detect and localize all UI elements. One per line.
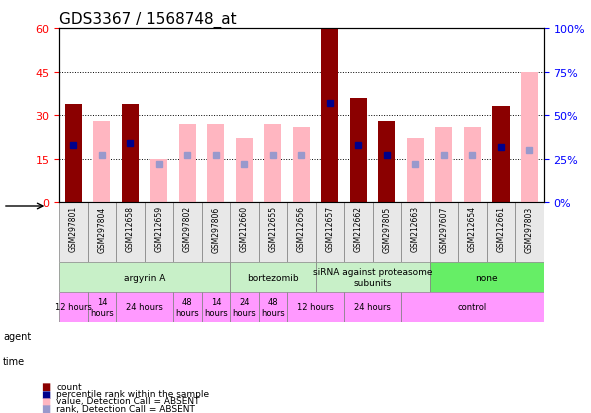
Bar [87,203,116,263]
Text: GSM212659: GSM212659 [154,206,163,252]
Bar [59,203,87,263]
Text: siRNA against proteasome
subunits: siRNA against proteasome subunits [313,268,433,287]
Text: 24
hours: 24 hours [232,297,256,317]
Bar [173,203,202,263]
Bar [287,203,316,263]
Text: control: control [458,303,487,312]
Bar [207,125,225,203]
Bar [87,292,116,322]
Bar [230,203,259,263]
Text: agent: agent [3,332,31,342]
Text: GSM297805: GSM297805 [382,206,391,252]
Bar [116,203,145,263]
Bar [287,292,344,322]
Bar [93,122,111,203]
Bar [236,139,253,203]
Bar [430,263,544,292]
Text: GSM212663: GSM212663 [411,206,420,252]
Bar [293,128,310,203]
Bar [316,203,344,263]
Text: 12 hours: 12 hours [55,303,92,312]
Text: ■: ■ [41,389,51,399]
Bar [401,292,544,322]
Bar [344,292,401,322]
Text: GSM297803: GSM297803 [525,206,534,252]
Text: rank, Detection Call = ABSENT: rank, Detection Call = ABSENT [56,404,195,413]
Bar [487,203,515,263]
Bar [344,203,373,263]
Text: GSM212654: GSM212654 [468,206,477,252]
Text: GSM212655: GSM212655 [268,206,277,252]
Bar [521,72,538,203]
Bar [65,104,82,203]
Bar [59,292,87,322]
Text: GSM297801: GSM297801 [69,206,78,252]
Bar [59,263,230,292]
Text: 14
hours: 14 hours [90,297,113,317]
Bar [145,203,173,263]
Bar [122,104,139,203]
Bar [407,139,424,203]
Bar [322,29,339,203]
Bar [464,128,481,203]
Text: GSM297802: GSM297802 [183,206,192,252]
Text: bortezomib: bortezomib [247,273,298,282]
Bar [173,292,202,322]
Text: GDS3367 / 1568748_at: GDS3367 / 1568748_at [59,12,237,28]
Bar [350,98,367,203]
Bar [202,292,230,322]
Text: GSM212657: GSM212657 [326,206,335,252]
Text: count: count [56,382,82,391]
Text: GSM212661: GSM212661 [496,206,505,252]
Text: argyrin A: argyrin A [124,273,165,282]
Bar [492,107,509,203]
Text: time: time [3,356,25,366]
Bar [150,159,167,203]
Bar [259,292,287,322]
Bar [179,125,196,203]
Text: GSM297607: GSM297607 [440,206,449,252]
Text: GSM297806: GSM297806 [212,206,220,252]
Text: none: none [475,273,498,282]
Text: 14
hours: 14 hours [204,297,228,317]
Text: 12 hours: 12 hours [297,303,334,312]
Bar [116,292,173,322]
Text: GSM297804: GSM297804 [98,206,106,252]
Bar [436,128,453,203]
Bar [230,263,316,292]
Text: ■: ■ [41,404,51,413]
Text: 48
hours: 48 hours [261,297,285,317]
Text: GSM212656: GSM212656 [297,206,306,252]
Text: GSM212658: GSM212658 [126,206,135,252]
Bar [515,203,544,263]
Bar [230,292,259,322]
Text: ■: ■ [41,396,51,406]
Bar [202,203,230,263]
Bar [373,203,401,263]
Bar [458,203,487,263]
Text: 24 hours: 24 hours [126,303,163,312]
Bar [264,125,281,203]
Bar [316,263,430,292]
Text: 24 hours: 24 hours [354,303,391,312]
Bar [430,203,458,263]
Text: GSM212662: GSM212662 [354,206,363,252]
Text: 48
hours: 48 hours [176,297,199,317]
Bar [259,203,287,263]
Text: percentile rank within the sample: percentile rank within the sample [56,389,209,398]
Text: GSM212660: GSM212660 [240,206,249,252]
Text: value, Detection Call = ABSENT: value, Detection Call = ABSENT [56,396,200,406]
Bar [378,122,395,203]
Bar [401,203,430,263]
Text: ■: ■ [41,381,51,391]
